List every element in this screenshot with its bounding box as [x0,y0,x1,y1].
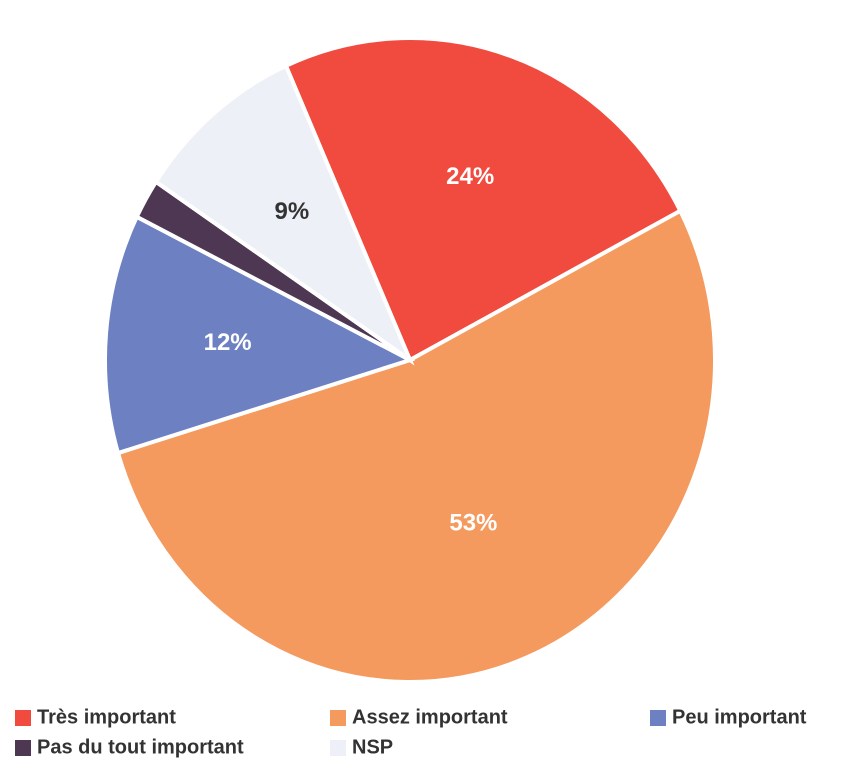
legend-label: NSP [352,736,393,758]
slice-label: 9% [275,198,310,225]
legend-label: Très important [37,706,176,728]
pie-slice [283,36,683,363]
pie-slice [115,208,717,684]
pie-slice [153,63,415,366]
legend-label: Assez important [352,706,508,728]
legend-swatch [650,710,666,726]
slice-label: 24% [446,163,494,190]
legend-swatch [15,740,31,756]
slice-label: 53% [449,509,497,536]
legend-label: Peu important [672,706,807,728]
legend-label: Pas du tout important [37,736,244,758]
slice-label: 12% [204,329,252,356]
legend-swatch [330,740,346,756]
legend-swatch [15,710,31,726]
pie-slice [103,214,416,456]
legend-swatch [330,710,346,726]
